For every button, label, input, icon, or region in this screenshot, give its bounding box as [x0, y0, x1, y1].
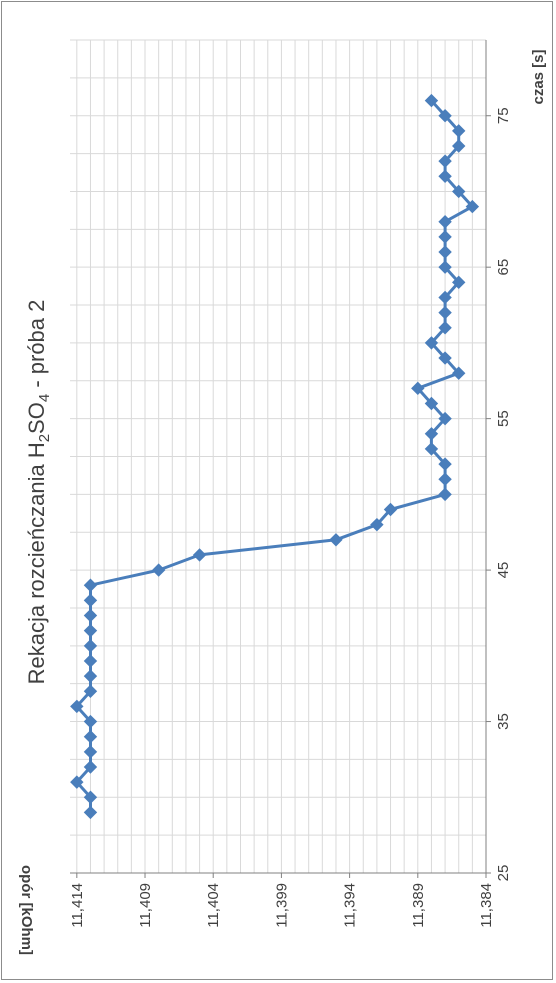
- chart-title-tail: - próba 2: [24, 300, 49, 394]
- data-point: [438, 487, 452, 502]
- data-point: [438, 457, 452, 471]
- data-point: [83, 745, 98, 759]
- x-tick-label: 35: [495, 713, 512, 730]
- y-tick-label: 11,394: [342, 883, 359, 928]
- data-point: [83, 578, 98, 592]
- data-point: [424, 396, 439, 411]
- y-axis-title: opór [kOhm]: [18, 865, 35, 955]
- data-series: [70, 93, 480, 820]
- data-point: [424, 93, 439, 108]
- x-tick-label: 45: [495, 562, 512, 579]
- data-point: [452, 139, 466, 153]
- data-point: [83, 760, 98, 774]
- data-point: [83, 805, 98, 820]
- y-tick-label: 11,384: [478, 883, 495, 928]
- data-point: [438, 321, 452, 335]
- data-point: [192, 548, 207, 562]
- data-point: [329, 533, 343, 547]
- data-point: [83, 669, 98, 683]
- data-point: [438, 411, 452, 426]
- chart-title-sub1: 2: [36, 434, 53, 442]
- x-axis-title: czas [s]: [530, 49, 547, 104]
- y-tick-label: 11,404: [205, 883, 222, 928]
- data-point: [370, 517, 384, 532]
- data-point: [83, 639, 98, 653]
- data-point: [452, 124, 466, 138]
- data-point: [83, 654, 98, 668]
- data-point: [424, 442, 439, 456]
- tick-labels: 25 35 45 55 65 75 11,414 11,409 11,404 11,399 11,3…: [69, 107, 512, 927]
- data-point: [438, 472, 452, 486]
- data-point: [438, 230, 452, 244]
- x-tick-label: 65: [495, 259, 512, 276]
- data-point: [452, 184, 466, 199]
- data-point: [411, 381, 425, 396]
- grid-lines: [70, 39, 487, 874]
- data-point: [83, 790, 98, 804]
- data-point: [383, 502, 398, 517]
- chart-title: Rekacja rozcieńczania H2SO4 - próba 2: [24, 300, 53, 685]
- data-point: [438, 305, 452, 320]
- chart-title-sub2: 4: [36, 394, 53, 402]
- data-point: [438, 169, 452, 184]
- data-point: [151, 563, 166, 577]
- chart-title-mid: SO: [24, 402, 49, 434]
- data-point: [83, 729, 98, 744]
- data-point: [70, 775, 84, 789]
- x-tick-label: 25: [495, 865, 512, 882]
- data-point: [424, 336, 439, 350]
- data-point: [438, 245, 452, 259]
- data-point: [83, 684, 98, 698]
- data-point: [83, 623, 98, 638]
- x-tick-label: 55: [495, 410, 512, 427]
- x-tick-label: 75: [495, 107, 512, 124]
- data-point: [83, 593, 98, 608]
- data-point: [70, 699, 84, 714]
- data-point: [83, 608, 98, 623]
- data-point: [438, 290, 452, 305]
- data-point: [452, 366, 466, 380]
- y-tick-label: 11,414: [69, 883, 86, 928]
- data-point: [438, 351, 452, 365]
- data-point: [438, 215, 452, 229]
- y-tick-label: 11,389: [410, 883, 427, 928]
- y-tick-label: 11,399: [273, 883, 290, 928]
- data-point: [452, 275, 466, 290]
- data-point: [438, 154, 452, 168]
- data-point: [83, 714, 98, 729]
- chart-title-main: Rekacja rozcieńczania H: [24, 442, 49, 684]
- data-point: [465, 199, 480, 214]
- data-point: [438, 260, 452, 274]
- y-tick-label: 11,409: [137, 883, 154, 928]
- data-point: [424, 427, 439, 441]
- data-point: [438, 109, 452, 123]
